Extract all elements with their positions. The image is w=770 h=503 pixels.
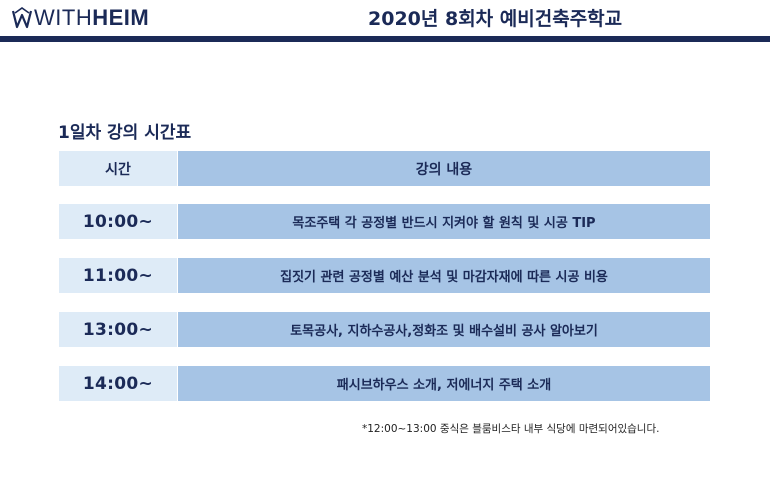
header-divider: [0, 36, 770, 42]
row-time: 13:00~: [59, 312, 177, 347]
header-content: 강의 내용: [178, 151, 710, 186]
logo-text-heim: HEIM: [92, 5, 150, 30]
house-w-logo-icon: [12, 7, 32, 29]
row-content: 패시브하우스 소개, 저에너지 주택 소개: [178, 366, 710, 401]
schedule-title: 1일차 강의 시간표: [58, 123, 192, 143]
row-content: 토목공사, 지하수공사,정화조 및 배수설비 공사 알아보기: [178, 312, 710, 347]
row-content: 목조주택 각 공정별 반드시 지켜야 할 원칙 및 시공 TIP: [178, 204, 710, 239]
page-header: WITH HEIM 2020년 8회차 예비건축주학교: [0, 0, 770, 42]
row-content: 집짓기 관련 공정별 예산 분석 및 마감자재에 따른 시공 비용: [178, 258, 710, 293]
row-time: 10:00~: [59, 204, 177, 239]
row-time: 14:00~: [59, 366, 177, 401]
header-time: 시간: [59, 151, 177, 186]
page-title: 2020년 8회차 예비건축주학교: [368, 8, 623, 30]
row-time: 11:00~: [59, 258, 177, 293]
withheim-logo: WITH HEIM: [12, 5, 149, 31]
logo-text-with: WITH: [34, 5, 93, 30]
lunch-footnote: *12:00~13:00 중식은 블룸비스타 내부 식당에 마련되어있습니다.: [362, 423, 660, 435]
